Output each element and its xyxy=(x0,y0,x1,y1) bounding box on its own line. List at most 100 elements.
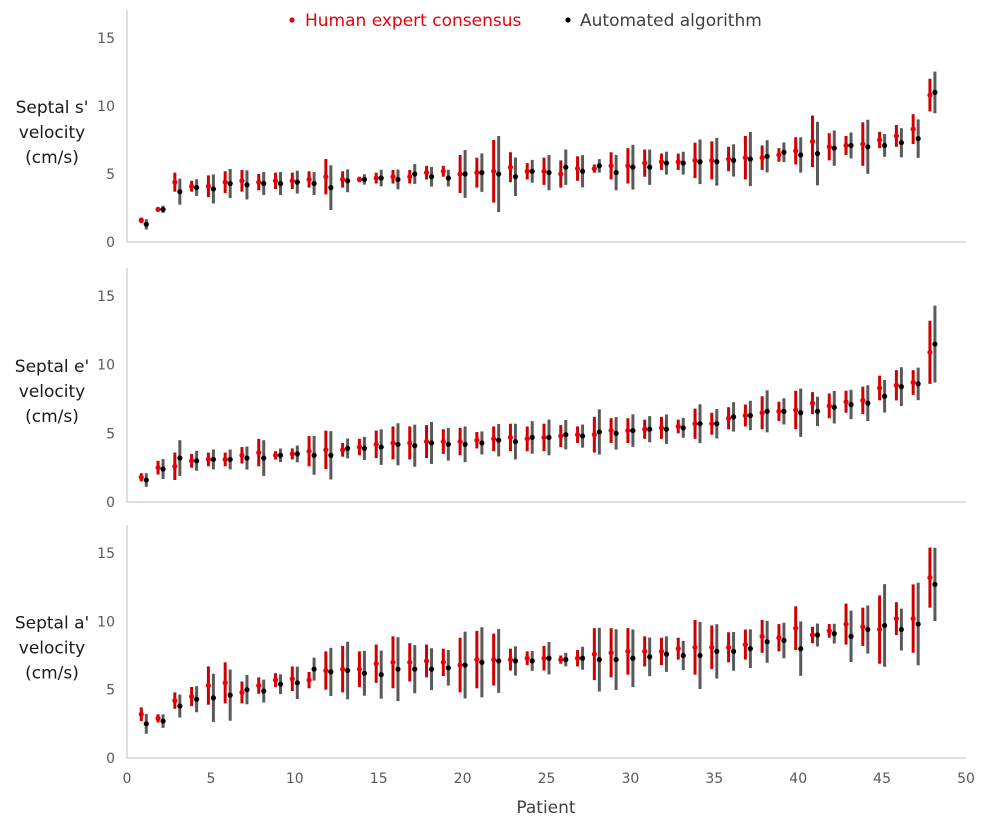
algorithm-point xyxy=(563,432,569,438)
human-point xyxy=(289,676,295,682)
human-point xyxy=(205,183,211,189)
human-point xyxy=(675,159,681,165)
algorithm-point xyxy=(277,180,284,187)
human-point xyxy=(340,666,346,672)
algorithm-point xyxy=(311,452,317,458)
algorithm-point xyxy=(932,89,938,95)
human-point xyxy=(826,403,832,409)
human-point xyxy=(877,385,883,391)
algorithm-point xyxy=(261,688,267,694)
algorithm-point xyxy=(714,648,720,655)
algorithm-point xyxy=(814,632,821,638)
human-point xyxy=(541,434,547,441)
human-point xyxy=(189,183,195,189)
algorithm-point xyxy=(261,455,267,461)
algorithm-point xyxy=(663,651,670,657)
x-tick-label: 20 xyxy=(454,771,472,787)
algorithm-point xyxy=(579,655,586,661)
human-point xyxy=(172,463,178,469)
algorithm-point xyxy=(798,410,804,416)
algorithm-point xyxy=(261,180,267,187)
human-point xyxy=(457,171,463,177)
human-point xyxy=(474,437,480,443)
algorithm-point xyxy=(462,662,468,668)
algorithm-point xyxy=(378,175,384,181)
human-point xyxy=(289,451,295,457)
algorithm-point xyxy=(479,170,485,176)
human-point xyxy=(272,178,279,184)
y-axis-label: velocity xyxy=(19,382,85,402)
human-point xyxy=(608,650,614,656)
human-point xyxy=(423,658,430,664)
algorithm-point xyxy=(747,156,753,162)
algorithm-point xyxy=(730,414,737,420)
panel-1: 0 5 10 15 Septal s' velocity (cm/s) xyxy=(16,10,966,251)
human-point xyxy=(642,648,648,655)
human-point xyxy=(860,397,866,403)
algorithm-point xyxy=(596,657,602,663)
algorithm-point xyxy=(143,477,149,483)
y-tick-label: 0 xyxy=(106,235,115,251)
human-point xyxy=(407,174,413,180)
chart-panels: 0 5 10 15 Septal s' velocity (cm/s) 0 5 10 15 Septa… xyxy=(15,10,975,787)
human-point xyxy=(340,447,346,453)
human-point xyxy=(138,217,144,223)
human-point xyxy=(843,621,849,627)
human-point xyxy=(256,449,262,456)
human-point xyxy=(373,661,379,667)
algorithm-point xyxy=(563,164,569,170)
algorithm-point xyxy=(747,646,753,652)
human-point xyxy=(759,410,765,416)
human-point xyxy=(373,175,379,181)
algorithm-point xyxy=(445,665,451,671)
algorithm-point xyxy=(932,341,938,347)
human-point xyxy=(155,465,161,471)
human-point xyxy=(658,159,665,165)
algorithm-point xyxy=(647,426,653,432)
human-point xyxy=(256,179,262,185)
y-tick-label: 0 xyxy=(106,751,115,767)
algorithm-point xyxy=(529,168,535,174)
algorithm-point xyxy=(714,159,720,165)
y-axis-label: Septal e' xyxy=(15,357,89,377)
algorithm-point xyxy=(546,434,552,441)
legend: Human expert consensus Automated algorit… xyxy=(289,11,762,31)
algorithm-point xyxy=(512,438,519,445)
human-point xyxy=(608,427,614,434)
algorithm-point xyxy=(680,160,686,166)
y-tick-label: 10 xyxy=(97,99,115,115)
algorithm-point xyxy=(579,168,586,174)
human-point xyxy=(709,421,715,427)
algorithm-point xyxy=(194,458,200,464)
algorithm-point xyxy=(194,185,200,191)
algorithm-point xyxy=(294,179,300,185)
algorithm-point xyxy=(529,434,535,441)
human-point xyxy=(675,423,681,430)
human-point xyxy=(809,632,816,638)
human-point xyxy=(474,657,480,663)
algorithm-point xyxy=(378,672,384,678)
human-point xyxy=(440,168,446,174)
algorithm-point xyxy=(227,180,233,187)
human-point xyxy=(423,170,430,176)
algorithm-point xyxy=(277,681,284,687)
algorithm-point xyxy=(177,455,183,461)
algorithm-point xyxy=(848,633,854,639)
human-point xyxy=(608,163,614,169)
human-point xyxy=(189,693,195,700)
human-point xyxy=(742,412,748,419)
panel-3: 0 5 10 15 0 5 10 15 20 25 30 35 40 45 50 Septal a' veloc… xyxy=(15,525,975,787)
human-point xyxy=(390,659,396,665)
algorithm-point xyxy=(210,456,216,463)
algorithm-point xyxy=(512,174,519,180)
human-point xyxy=(893,616,899,622)
algorithm-point xyxy=(160,466,166,472)
human-point xyxy=(155,206,161,212)
human-point xyxy=(356,176,363,183)
y-tick-label: 15 xyxy=(97,546,115,562)
algorithm-point xyxy=(596,163,602,169)
human-point xyxy=(742,641,748,648)
algorithm-point xyxy=(831,145,837,151)
human-point xyxy=(625,163,631,169)
algorithm-point xyxy=(647,164,653,170)
